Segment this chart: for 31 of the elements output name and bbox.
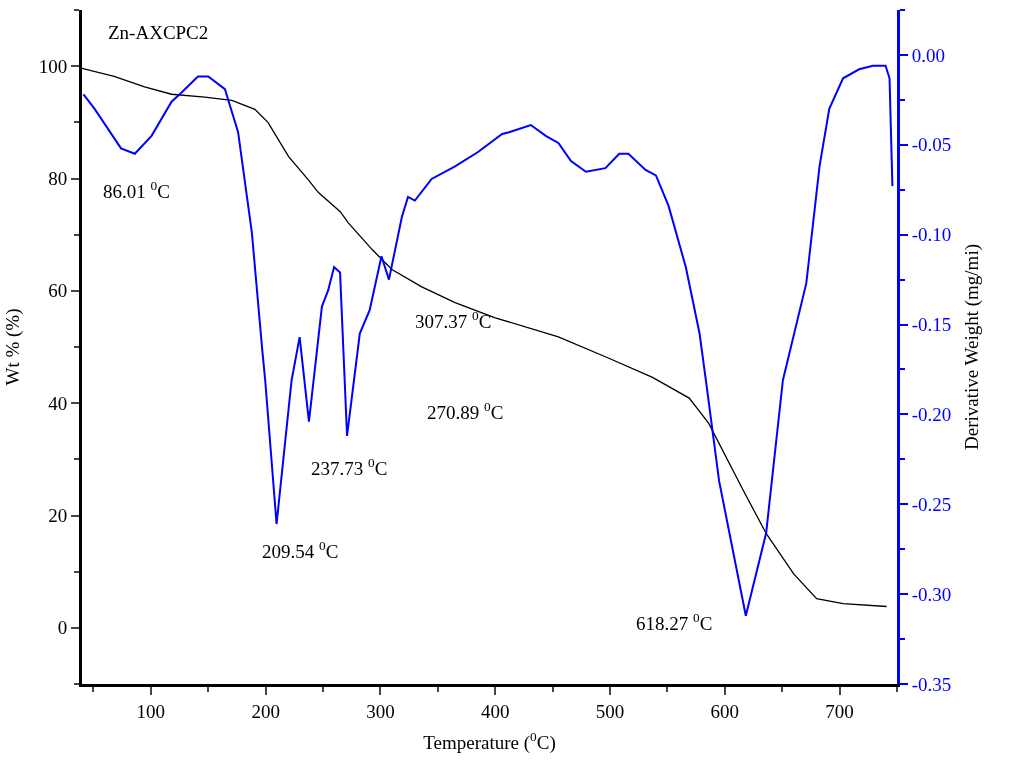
y2-tick-label: 0.00 bbox=[911, 44, 946, 66]
y-axis-title: Wt % (%) bbox=[1, 308, 24, 386]
x-tick-label: 700 bbox=[825, 700, 854, 722]
annotation: 209.54 $^{0}$C bbox=[262, 538, 339, 562]
annotation: 237.73 $^{0}$C bbox=[311, 455, 388, 479]
x-tick-label: 600 bbox=[710, 700, 740, 722]
y-tick-label: 60 bbox=[48, 280, 68, 302]
x-tick-label: 300 bbox=[366, 700, 395, 722]
y2-tick-label: -0.30 bbox=[911, 583, 952, 605]
text: Zn-AXCPC2 bbox=[108, 22, 209, 43]
y2-axis-title: Derivative Weight (mg/mi) bbox=[961, 243, 984, 451]
x-tick-label: 500 bbox=[595, 700, 625, 722]
y2-tick-label: -0.10 bbox=[911, 224, 952, 246]
y-tick-label: 100 bbox=[38, 55, 68, 77]
annotation: 307.37 $^{0}$C bbox=[415, 308, 492, 332]
x-tick-label: 200 bbox=[251, 700, 280, 722]
x-tick-label: 100 bbox=[136, 700, 166, 722]
x-axis-title: Temperature ($^{0}$C) bbox=[423, 728, 556, 754]
y2-tick-label: -0.15 bbox=[911, 314, 952, 336]
y-tick-label: 80 bbox=[48, 168, 68, 190]
annotation: 618.27 $^{0}$C bbox=[636, 610, 713, 634]
y-tick-label: 40 bbox=[48, 392, 68, 414]
annotation: 86.01 $^{0}$C bbox=[103, 178, 170, 202]
y-tick-label: 20 bbox=[48, 505, 68, 527]
x-tick-label: 400 bbox=[480, 700, 510, 722]
y2-tick-label: -0.35 bbox=[911, 673, 952, 695]
y2-tick-label: -0.05 bbox=[911, 134, 952, 156]
y2-tick-label: -0.20 bbox=[911, 404, 952, 426]
y-tick-label: 0 bbox=[57, 617, 68, 639]
annotation: 270.89 $^{0}$C bbox=[427, 399, 504, 423]
y2-tick-label: -0.25 bbox=[911, 493, 952, 515]
